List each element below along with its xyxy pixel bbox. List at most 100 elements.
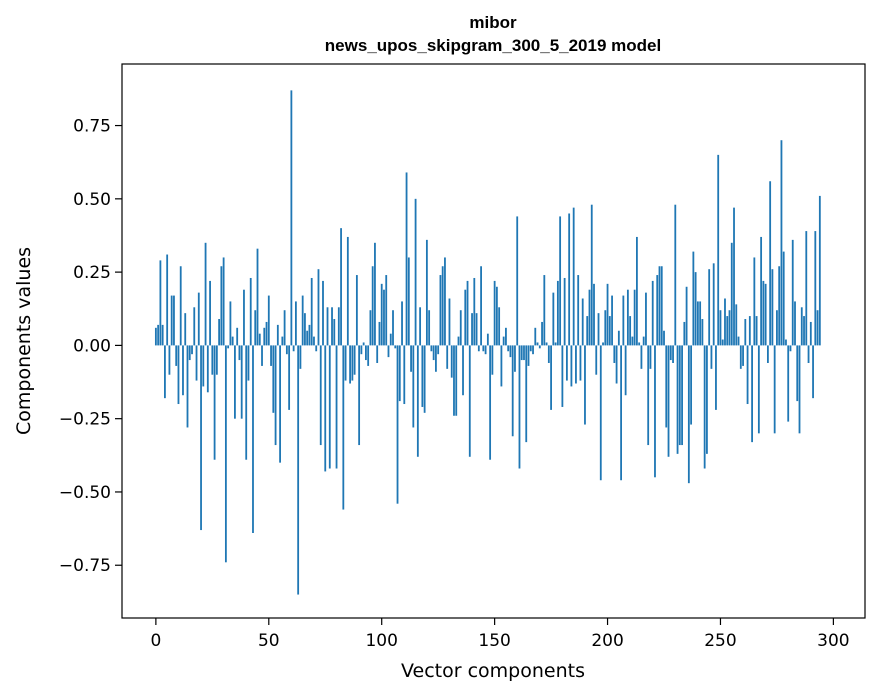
bar xyxy=(166,254,169,346)
bar xyxy=(288,345,291,410)
bar xyxy=(484,345,487,355)
bar xyxy=(667,345,670,457)
bar xyxy=(703,345,706,469)
bar xyxy=(179,266,182,346)
bar xyxy=(502,336,505,346)
bar xyxy=(281,336,284,346)
bar xyxy=(234,345,236,419)
bar xyxy=(575,345,577,384)
bar xyxy=(796,345,799,402)
bar xyxy=(809,321,812,346)
bar xyxy=(518,345,521,469)
bar xyxy=(495,286,498,346)
bar xyxy=(236,327,239,346)
bar xyxy=(218,319,221,346)
bar xyxy=(376,345,379,363)
bar xyxy=(599,345,602,481)
bar xyxy=(778,266,781,346)
bar xyxy=(525,345,528,443)
bar xyxy=(647,345,650,446)
bar xyxy=(762,280,765,346)
bar xyxy=(477,345,480,352)
x-tick-label: 50 xyxy=(258,631,280,651)
bar xyxy=(742,345,744,366)
bar xyxy=(340,228,342,346)
bar xyxy=(615,345,618,384)
bar xyxy=(757,345,760,434)
bar xyxy=(229,301,232,346)
bar xyxy=(656,275,659,346)
bar xyxy=(538,345,541,349)
bar xyxy=(803,316,805,346)
bar xyxy=(450,345,453,378)
bar xyxy=(446,345,449,369)
bar xyxy=(380,283,383,346)
bar xyxy=(489,345,492,460)
bar xyxy=(706,345,708,454)
bar xyxy=(787,345,790,422)
bar xyxy=(563,277,566,346)
bar xyxy=(782,251,785,346)
bar xyxy=(812,345,814,399)
bar xyxy=(516,216,519,346)
bar xyxy=(211,345,214,375)
bar xyxy=(717,154,720,346)
bar xyxy=(258,333,261,346)
chart-title: mibor xyxy=(469,13,517,32)
bar xyxy=(290,90,293,346)
y-axis-ticks: −0.75 −0.50 −0.25 0.00 0.25 0.50 0.75 xyxy=(59,117,122,576)
bar xyxy=(760,236,763,346)
bar xyxy=(355,275,358,346)
bar xyxy=(444,257,446,346)
bar xyxy=(683,321,686,346)
bar xyxy=(554,342,557,346)
bar xyxy=(310,277,313,346)
bar xyxy=(669,345,672,361)
bar xyxy=(464,289,467,346)
bar xyxy=(505,327,507,346)
bar xyxy=(175,345,178,366)
bar xyxy=(326,307,329,346)
bar xyxy=(267,295,270,346)
bar xyxy=(633,289,636,346)
bar xyxy=(629,316,632,346)
bar xyxy=(482,345,485,352)
y-tick-label: −0.25 xyxy=(59,410,111,430)
bar xyxy=(173,295,175,346)
bar xyxy=(328,345,331,469)
bar xyxy=(699,301,702,346)
bar xyxy=(626,289,629,346)
y-tick-label: 0.25 xyxy=(73,263,111,283)
bar xyxy=(448,298,451,346)
bar xyxy=(581,298,584,346)
bar xyxy=(265,321,268,346)
bar xyxy=(624,345,627,396)
bar xyxy=(256,248,259,346)
bar xyxy=(751,345,753,443)
bar xyxy=(523,345,525,361)
bar xyxy=(389,333,392,346)
bar xyxy=(279,345,281,463)
bar xyxy=(613,345,616,363)
bar xyxy=(471,313,473,346)
bar xyxy=(344,345,347,381)
bar xyxy=(401,301,403,346)
bar xyxy=(593,283,595,346)
bar xyxy=(387,345,390,358)
bar xyxy=(480,266,482,346)
bar xyxy=(588,289,591,346)
y-tick-label: 0.50 xyxy=(73,190,111,210)
bar xyxy=(529,345,532,352)
bar xyxy=(222,257,225,346)
bar xyxy=(771,269,774,346)
bar xyxy=(308,324,311,346)
bar xyxy=(365,345,367,361)
bar xyxy=(261,345,263,366)
bar xyxy=(437,345,440,355)
bar xyxy=(378,321,381,346)
bar xyxy=(342,345,345,510)
bar xyxy=(252,345,254,533)
bar xyxy=(360,345,363,355)
bar xyxy=(726,316,729,346)
